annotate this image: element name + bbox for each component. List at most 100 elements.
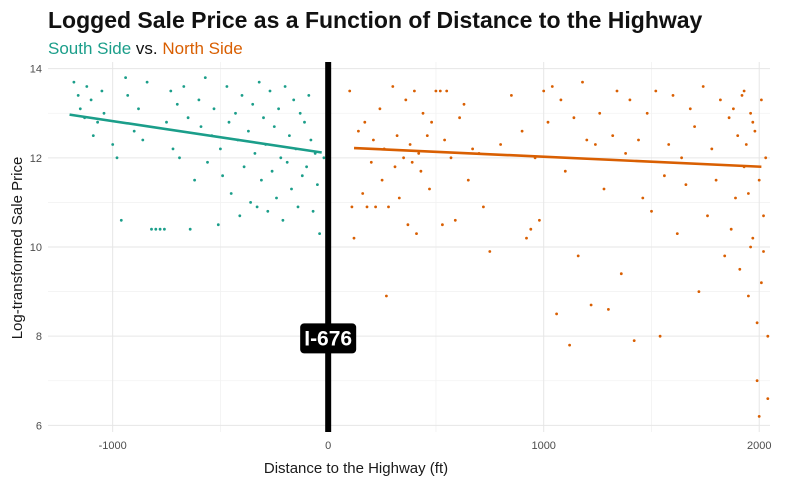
data-point-north [727,116,731,120]
data-point-north [764,156,768,160]
data-point-south [188,227,192,231]
data-point-north [393,165,397,169]
data-point-north [688,107,692,111]
fit-line-north [353,146,762,169]
data-point-north [348,89,352,93]
data-point-north [762,250,765,253]
data-point-north [372,138,375,142]
data-point-north [458,116,461,120]
data-point-north [563,169,567,173]
data-point-south [270,169,274,173]
data-point-north [749,111,752,115]
data-point-north [706,214,709,218]
data-point-north [757,415,761,418]
data-point-north [723,254,727,258]
data-point-south [171,147,175,151]
y-axis-ticks: 6 8 10 12 14 [30,64,42,433]
data-point-south [102,111,106,115]
data-point-south [279,156,283,160]
scatter-points [72,76,770,418]
data-point-north [352,236,356,240]
data-point-south [115,156,119,160]
data-point-north [453,218,457,222]
y-tick-label: 14 [30,64,42,76]
data-point-south [316,183,319,187]
data-point-south [290,187,293,191]
data-point-north [369,160,373,164]
data-point-north [387,205,390,209]
data-point-south [285,160,289,164]
data-point-north [425,134,429,138]
data-point-south [296,205,300,209]
data-point-south [219,147,222,151]
data-point-north [641,196,645,200]
data-point-north [419,169,423,173]
data-point-north [428,187,431,191]
data-point-south [78,107,82,111]
data-point-north [760,98,763,102]
data-point-north [402,156,405,160]
data-point-north [365,205,369,209]
data-point-north [357,129,360,133]
data-point-north [441,223,444,227]
data-point-south [275,196,278,200]
data-point-north [747,294,750,298]
data-point-north [462,102,466,106]
data-point-north [762,214,765,218]
data-point-north [499,143,502,146]
data-point-south [154,227,158,231]
data-point-south [199,125,203,128]
data-point-north [374,205,377,209]
data-point-north [736,134,740,138]
data-point-south [137,107,140,111]
data-point-north [619,272,623,276]
data-point-north [581,80,584,84]
data-point-south [281,218,285,222]
highway-label: I-676 [304,327,352,350]
highway-label-box [300,323,357,354]
data-point-north [482,205,485,209]
y-tick-label: 10 [30,242,42,254]
x-axis-ticks: -1000 0 1000 2000 [99,440,772,452]
data-point-north [576,254,580,258]
data-point-south [318,232,321,236]
fit-line-south [69,113,322,154]
data-point-south [158,227,162,231]
data-point-north [380,178,384,182]
data-point-south [206,160,209,164]
data-point-south [240,94,244,97]
data-point-north [559,98,563,102]
data-point-south [76,94,80,97]
data-point-north [417,152,421,155]
data-point-south [277,107,280,111]
data-point-south [298,111,302,115]
data-point-north [550,85,554,88]
data-point-north [445,89,449,93]
x-tick-label: -1000 [99,440,127,452]
data-point-south [238,214,242,218]
data-point-south [251,102,255,106]
data-point-north [701,85,705,88]
data-point-south [141,138,145,142]
data-point-south [303,120,306,124]
data-point-south [221,174,225,178]
data-point-south [255,205,259,209]
data-point-south [193,178,197,182]
data-point-north [654,89,658,93]
data-point-north [751,120,755,124]
data-point-north [749,245,752,249]
data-point-north [488,250,492,253]
data-point-north [697,290,701,293]
data-point-north [449,156,453,160]
y-tick-label: 12 [30,153,42,165]
x-axis-title: Distance to the Highway (ft) [264,460,448,477]
x-tick-label: 1000 [531,440,555,452]
data-point-north [760,281,763,285]
data-point-south [178,156,181,160]
data-point-north [650,209,653,213]
data-point-north [542,89,546,93]
data-point-south [266,209,270,213]
data-point-north [729,227,733,231]
data-point-south [216,223,220,227]
